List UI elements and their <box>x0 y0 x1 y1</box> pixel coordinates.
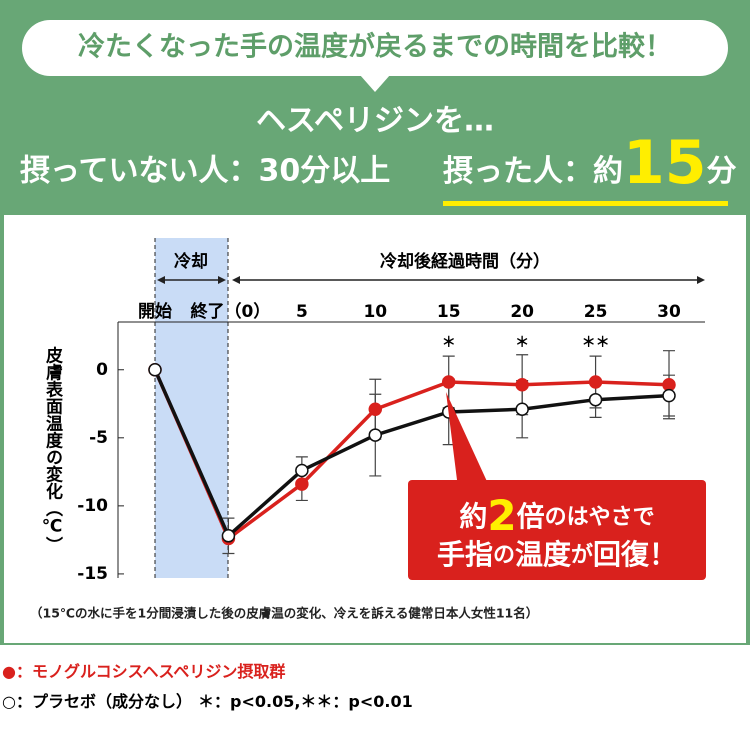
x-tick-label: 終了（0） <box>191 301 271 322</box>
y-tick-label: -5 <box>89 428 108 448</box>
arrowhead <box>157 276 165 284</box>
significance: ＊ <box>442 335 456 351</box>
significance: ＊ <box>515 335 529 351</box>
callout-pointer <box>446 392 490 488</box>
callout-text: のはやさで <box>545 505 655 530</box>
marker <box>441 375 456 389</box>
with-prefix: 摂った人：約 <box>443 154 623 189</box>
x-tick-label: 5 <box>296 302 308 322</box>
callout-text: 温度 <box>515 538 571 571</box>
marker <box>221 529 236 543</box>
legend-sep: ： <box>16 692 32 711</box>
footnote: （15℃の水に手を1分間浸漬した後の皮膚温の変化、冷えを訴える健常日本人女性11… <box>30 606 538 621</box>
marker <box>368 402 383 416</box>
callout-text: 約 <box>459 500 487 533</box>
legend-note: ＊：p<0.05,＊＊：p<0.01 <box>198 692 413 711</box>
callout-text: 手指 <box>437 538 493 571</box>
x-tick-label: 10 <box>363 302 387 322</box>
marker <box>588 375 603 389</box>
marker <box>588 392 603 407</box>
marker <box>368 428 383 442</box>
y-tick-label: -15 <box>77 564 108 584</box>
with: 摂った人：約15分 <box>443 128 737 198</box>
legend-sep: ： <box>16 662 32 681</box>
x-tick-label: 20 <box>510 302 534 322</box>
legend-red: ●：モノグルコシスヘスペリジン摂取群 <box>2 662 285 681</box>
plot: 0 -5 -10 -15 開始 終了（0） 5 10 15 ＊ 20 ＊ 25 ＊＊ 30 <box>77 301 681 584</box>
callout-text: 倍 <box>517 500 545 533</box>
callout <box>408 480 706 580</box>
cooling-band <box>155 238 228 578</box>
x-tick-label: 開始 <box>138 301 172 322</box>
callout-text: 回復！ <box>593 538 677 571</box>
marker <box>295 463 309 478</box>
lead: ヘスペリジンを… <box>256 104 494 139</box>
arrowhead <box>218 276 226 284</box>
y-label: 皮膚表面温度の変化（℃） <box>42 345 63 553</box>
callout-text: が <box>571 542 593 568</box>
x-tick-label: 15 <box>437 302 461 322</box>
arrowhead <box>232 276 240 284</box>
bubble <box>22 20 728 76</box>
marker <box>515 402 529 416</box>
underline <box>443 201 728 206</box>
callout-line1: 約2倍のはやさで <box>459 491 654 540</box>
y-tick-label: -10 <box>77 496 108 516</box>
x-tick-label: 30 <box>657 302 681 322</box>
x-tick-label: 25 <box>584 302 608 322</box>
series-line <box>153 369 670 539</box>
bubble-text: 冷たくなった手の温度が戻るまでの時間を比較！ <box>78 31 672 63</box>
callout-text: の <box>493 543 515 568</box>
legend-black: ○：プラセボ（成分なし） ＊：p<0.05,＊＊：p<0.01 <box>2 692 413 711</box>
y-tick-label: 0 <box>96 360 108 380</box>
marker <box>515 377 529 392</box>
legend-name: モノグルコシスヘスペリジン摂取群 <box>32 662 285 681</box>
legend-marker: ○ <box>2 692 16 711</box>
with-unit: 分 <box>707 154 737 189</box>
marker <box>148 363 162 377</box>
cooling-label: 冷却 <box>174 251 208 272</box>
without: 摂っていない人：30分以上 <box>20 154 390 189</box>
legend-marker: ● <box>2 662 16 681</box>
after-label: 冷却後経過時間（分） <box>380 251 550 272</box>
with-value: 15 <box>623 128 707 198</box>
legend-name: プラセボ（成分なし） <box>32 692 192 711</box>
callout-line2: 手指の温度が回復！ <box>437 538 677 571</box>
significance: ＊＊ <box>582 335 610 351</box>
marker <box>295 477 309 491</box>
bubble-tail <box>360 75 390 92</box>
callout-number: 2 <box>487 491 516 540</box>
marker <box>662 388 676 403</box>
arrowhead <box>697 276 705 284</box>
series-line <box>153 369 670 542</box>
